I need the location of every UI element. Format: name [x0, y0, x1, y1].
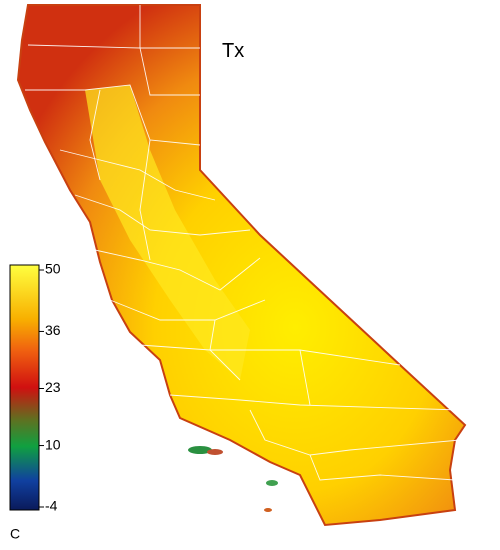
colorbar-tick-label: 50	[45, 261, 61, 277]
map-title: Tx	[222, 40, 244, 62]
colorbar	[9, 264, 40, 511]
colorbar-unit: C	[10, 526, 20, 542]
colorbar-tick-label: 36	[45, 322, 61, 338]
colorbar-tick-label: -4	[45, 498, 58, 514]
county-lines	[25, 5, 461, 481]
central-valley	[85, 85, 250, 380]
colorbar-ticks: -4 10 23 36 50	[39, 261, 61, 514]
colorbar-tick-label: 23	[45, 379, 61, 395]
islands	[188, 446, 278, 512]
california-land	[16, 4, 467, 527]
colorbar-tick-label: 10	[45, 436, 61, 452]
